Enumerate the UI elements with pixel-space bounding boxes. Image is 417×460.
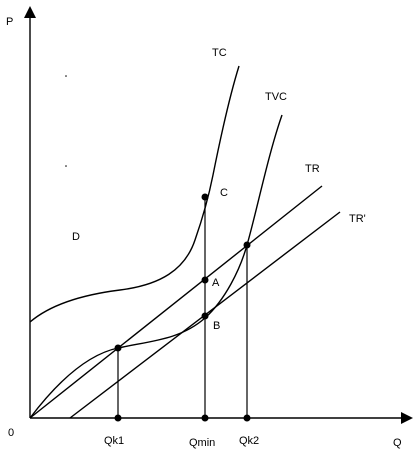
point-c-dot (201, 193, 209, 201)
y-axis-arrow-icon (24, 6, 36, 18)
origin-label: 0 (8, 427, 14, 439)
qk1-axis-dot (114, 414, 122, 422)
point-d-label: D (72, 231, 80, 243)
point-a-dot (201, 276, 209, 284)
tr-line (29, 185, 323, 419)
x-axis-label: Q (393, 437, 402, 449)
tr-prime-label: TR' (349, 213, 366, 225)
stray-dot (65, 75, 67, 77)
tvc-curve (29, 114, 283, 419)
y-axis-label: P (6, 16, 13, 28)
tvc-label: TVC (265, 91, 287, 103)
qk2-axis-dot (243, 414, 251, 422)
qmin-label: Qmin (189, 437, 215, 449)
qk1-label: Qk1 (104, 435, 124, 447)
tc-label: TC (212, 47, 227, 59)
point-b-dot (201, 312, 209, 320)
intersection-qk2-dot (243, 241, 251, 249)
point-c-label: C (220, 187, 228, 199)
tc-curve (29, 65, 240, 323)
tangency-qk1-dot (114, 344, 122, 352)
qmin-axis-dot (201, 414, 209, 422)
x-axis-arrow-icon (401, 412, 413, 424)
qk2-label: Qk2 (239, 435, 259, 447)
point-b-label: B (213, 320, 220, 332)
point-a-label: A (212, 277, 220, 289)
stray-dot (65, 165, 67, 167)
tr-label: TR (305, 163, 320, 175)
